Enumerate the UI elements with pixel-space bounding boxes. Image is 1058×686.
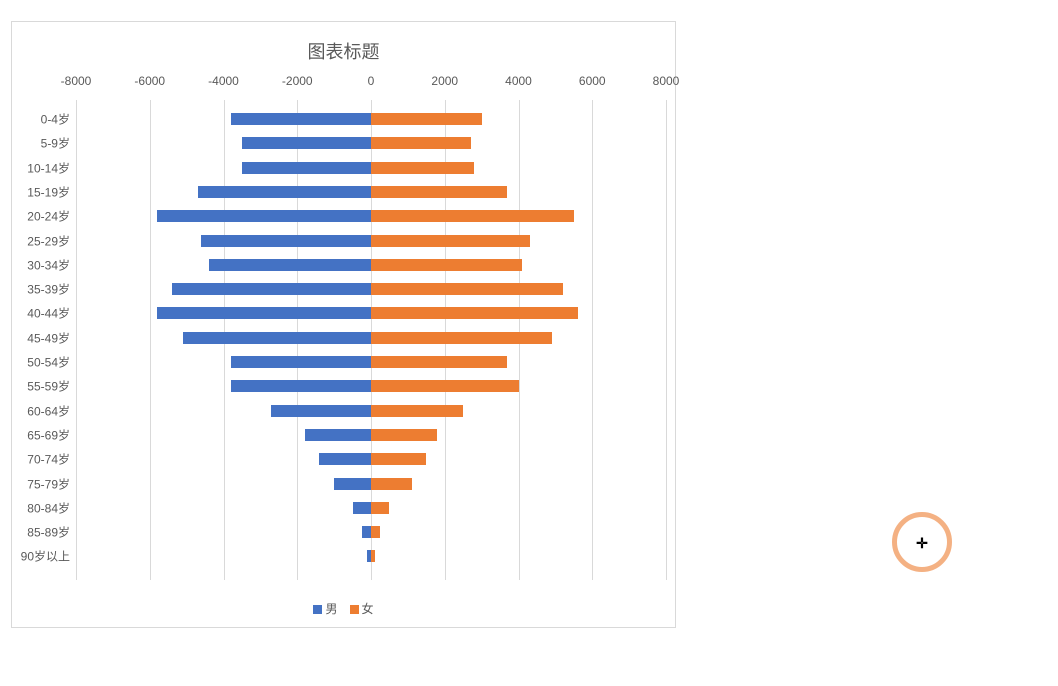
gridline xyxy=(150,100,151,580)
bar-女 xyxy=(371,332,552,344)
bar-女 xyxy=(371,210,574,222)
bar-男 xyxy=(201,235,371,247)
category-label: 25-29岁 xyxy=(27,232,76,249)
bar-男 xyxy=(362,526,371,538)
bar-女 xyxy=(371,307,578,319)
bar-女 xyxy=(371,186,507,198)
x-axis-tick-label: 4000 xyxy=(505,74,532,88)
category-label: 0-4岁 xyxy=(41,111,76,128)
category-label: 20-24岁 xyxy=(27,208,76,225)
category-label: 70-74岁 xyxy=(27,451,76,468)
bar-女 xyxy=(371,550,375,562)
bar-男 xyxy=(209,259,371,271)
chart-plot-area: -8000-6000-4000-2000020004000600080000-4… xyxy=(76,100,666,580)
category-label: 75-79岁 xyxy=(27,475,76,492)
x-axis-tick-label: -8000 xyxy=(61,74,92,88)
category-label: 85-89岁 xyxy=(27,524,76,541)
bar-女 xyxy=(371,429,437,441)
x-axis-tick-label: 8000 xyxy=(653,74,680,88)
category-label: 40-44岁 xyxy=(27,305,76,322)
legend-item: 女 xyxy=(350,600,374,617)
bar-女 xyxy=(371,137,471,149)
category-label: 55-59岁 xyxy=(27,378,76,395)
gridline xyxy=(666,100,667,580)
category-label: 60-64岁 xyxy=(27,402,76,419)
category-label: 35-39岁 xyxy=(27,281,76,298)
category-label: 65-69岁 xyxy=(27,426,76,443)
category-label: 80-84岁 xyxy=(27,499,76,516)
x-axis-tick-label: 2000 xyxy=(431,74,458,88)
bar-女 xyxy=(371,405,463,417)
x-axis-tick-label: 6000 xyxy=(579,74,606,88)
bar-男 xyxy=(172,283,371,295)
bar-男 xyxy=(353,502,371,514)
bar-男 xyxy=(157,307,371,319)
bar-男 xyxy=(198,186,371,198)
bar-男 xyxy=(319,453,371,465)
bar-男 xyxy=(231,113,371,125)
bar-女 xyxy=(371,356,507,368)
bar-女 xyxy=(371,162,474,174)
bar-女 xyxy=(371,478,412,490)
legend-swatch xyxy=(313,605,322,614)
gridline xyxy=(76,100,77,580)
bar-男 xyxy=(183,332,371,344)
legend-label: 男 xyxy=(325,602,337,616)
bar-男 xyxy=(242,137,371,149)
bar-男 xyxy=(334,478,371,490)
category-label: 15-19岁 xyxy=(27,183,76,200)
bar-女 xyxy=(371,526,380,538)
bar-女 xyxy=(371,259,522,271)
bar-男 xyxy=(305,429,371,441)
x-axis-tick-label: -6000 xyxy=(134,74,165,88)
category-label: 30-34岁 xyxy=(27,256,76,273)
x-axis-tick-label: -2000 xyxy=(282,74,313,88)
bar-女 xyxy=(371,380,519,392)
x-axis-tick-label: 0 xyxy=(368,74,375,88)
bar-男 xyxy=(242,162,371,174)
legend-label: 女 xyxy=(362,602,374,616)
bar-男 xyxy=(157,210,371,222)
chart-title: 图表标题 xyxy=(12,38,675,64)
chart-frame: 图表标题 -8000-6000-4000-2000020004000600080… xyxy=(11,21,676,628)
category-label: 90岁以上 xyxy=(21,548,76,565)
bar-女 xyxy=(371,453,426,465)
legend-item: 男 xyxy=(313,600,337,617)
category-label: 5-9岁 xyxy=(41,135,76,152)
category-label: 45-49岁 xyxy=(27,329,76,346)
bar-男 xyxy=(231,356,371,368)
bar-女 xyxy=(371,502,389,514)
bar-女 xyxy=(371,113,482,125)
category-label: 50-54岁 xyxy=(27,354,76,371)
bar-男 xyxy=(271,405,371,417)
legend-swatch xyxy=(350,605,359,614)
bar-男 xyxy=(231,380,371,392)
category-label: 10-14岁 xyxy=(27,159,76,176)
chart-legend: 男女 xyxy=(12,600,675,617)
x-axis-tick-label: -4000 xyxy=(208,74,239,88)
bar-女 xyxy=(371,235,530,247)
crosshair-cursor-icon: ✛ xyxy=(916,536,928,550)
bar-女 xyxy=(371,283,563,295)
gridline xyxy=(592,100,593,580)
